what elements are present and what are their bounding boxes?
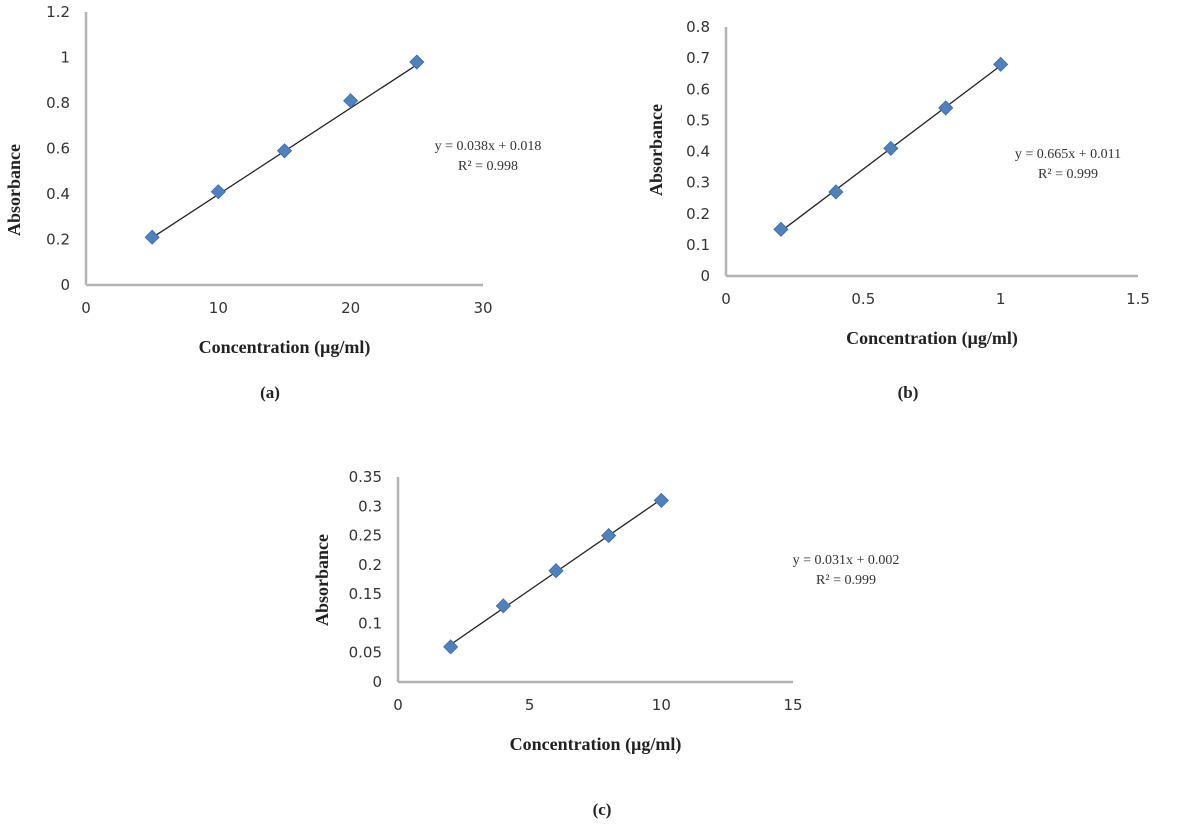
y-tick-label: 0.15 [349, 585, 382, 603]
y-tick-label: 0 [60, 276, 70, 294]
y-tick-label: 1 [60, 49, 70, 67]
x-tick-label: 1.5 [1126, 290, 1150, 308]
x-tick-label: 0 [393, 696, 403, 714]
chart-panel-b: 0 0.1 0.2 0.3 0.4 0.5 0.6 0.7 0.8 0 0.5 1 1.5 Concent… [646, 18, 1150, 402]
x-tick-label: 1 [996, 290, 1006, 308]
x-tick-label: 15 [783, 696, 802, 714]
y-tick-label: 0.4 [46, 185, 70, 203]
data-point-marker [883, 140, 899, 156]
data-point-marker [495, 598, 511, 614]
data-point-marker [938, 100, 954, 116]
data-point-marker [773, 221, 789, 237]
x-axis-title: Concentration (µg/ml) [846, 328, 1018, 349]
y-tick-label: 0 [372, 673, 382, 691]
y-tick-label: 0 [700, 267, 710, 285]
y-tick-label: 0.2 [686, 205, 710, 223]
y-tick-label: 0.4 [686, 143, 710, 161]
trendline-equation: y = 0.665x + 0.011 [1015, 147, 1121, 162]
data-point-marker [993, 56, 1009, 72]
panel-caption: (c) [593, 800, 612, 819]
y-axis-title: Absorbance [646, 104, 666, 196]
y-tick-label: 0.6 [46, 140, 70, 158]
y-axis-title: Absorbance [312, 534, 332, 626]
y-tick-label: 0.6 [686, 80, 710, 98]
x-tick-label: 0 [721, 290, 731, 308]
data-point-marker [443, 639, 459, 655]
data-point-marker [653, 492, 669, 508]
r-squared-label: R² = 0.999 [816, 573, 876, 588]
x-tick-label: 0 [81, 299, 91, 317]
data-point-marker [601, 528, 617, 544]
panel-caption: (b) [898, 383, 919, 402]
x-tick-label: 10 [652, 696, 671, 714]
data-point-marker [548, 563, 564, 579]
y-tick-label: 0.2 [46, 231, 70, 249]
y-tick-label: 0.35 [349, 468, 382, 486]
y-tick-label: 0.3 [686, 174, 710, 192]
y-tick-label: 1.2 [46, 3, 70, 21]
y-tick-label: 0.1 [358, 614, 382, 632]
x-tick-label: 5 [525, 696, 535, 714]
x-tick-label: 30 [473, 299, 492, 317]
x-axis-title: Concentration (µg/ml) [199, 337, 371, 358]
y-tick-label: 0.2 [358, 556, 382, 574]
chart-panel-c: 0 0.05 0.1 0.15 0.2 0.25 0.3 0.35 0 5 10 15 Concentr… [312, 468, 899, 819]
y-tick-label: 0.8 [686, 18, 710, 36]
data-point-marker [343, 93, 359, 109]
x-tick-label: 0.5 [851, 290, 875, 308]
y-tick-label: 0.25 [349, 527, 382, 545]
data-point-marker [276, 143, 293, 159]
data-point-marker [828, 184, 844, 200]
y-tick-label: 0.5 [686, 111, 710, 129]
y-tick-label: 0.8 [46, 94, 70, 112]
panel-caption: (a) [260, 383, 280, 402]
data-point-marker [409, 54, 425, 70]
trendline-equation: y = 0.038x + 0.018 [435, 139, 542, 154]
r-squared-label: R² = 0.999 [1038, 167, 1098, 182]
y-tick-label: 0.05 [349, 644, 382, 662]
x-tick-label: 20 [341, 299, 360, 317]
data-point-marker [210, 184, 226, 200]
x-axis-title: Concentration (µg/ml) [510, 734, 682, 755]
chart-panel-a: 0 0.2 0.4 0.6 0.8 1 1.2 0 10 20 30 Concentration (µ… [4, 3, 541, 402]
data-point-marker [144, 229, 160, 245]
y-tick-label: 0.3 [358, 497, 382, 515]
y-tick-label: 0.1 [686, 236, 710, 254]
y-axis-title: Absorbance [4, 144, 24, 236]
trendline-equation: y = 0.031x + 0.002 [793, 553, 900, 568]
x-tick-label: 10 [209, 299, 228, 317]
r-squared-label: R² = 0.998 [458, 159, 518, 174]
y-tick-label: 0.7 [686, 49, 710, 67]
